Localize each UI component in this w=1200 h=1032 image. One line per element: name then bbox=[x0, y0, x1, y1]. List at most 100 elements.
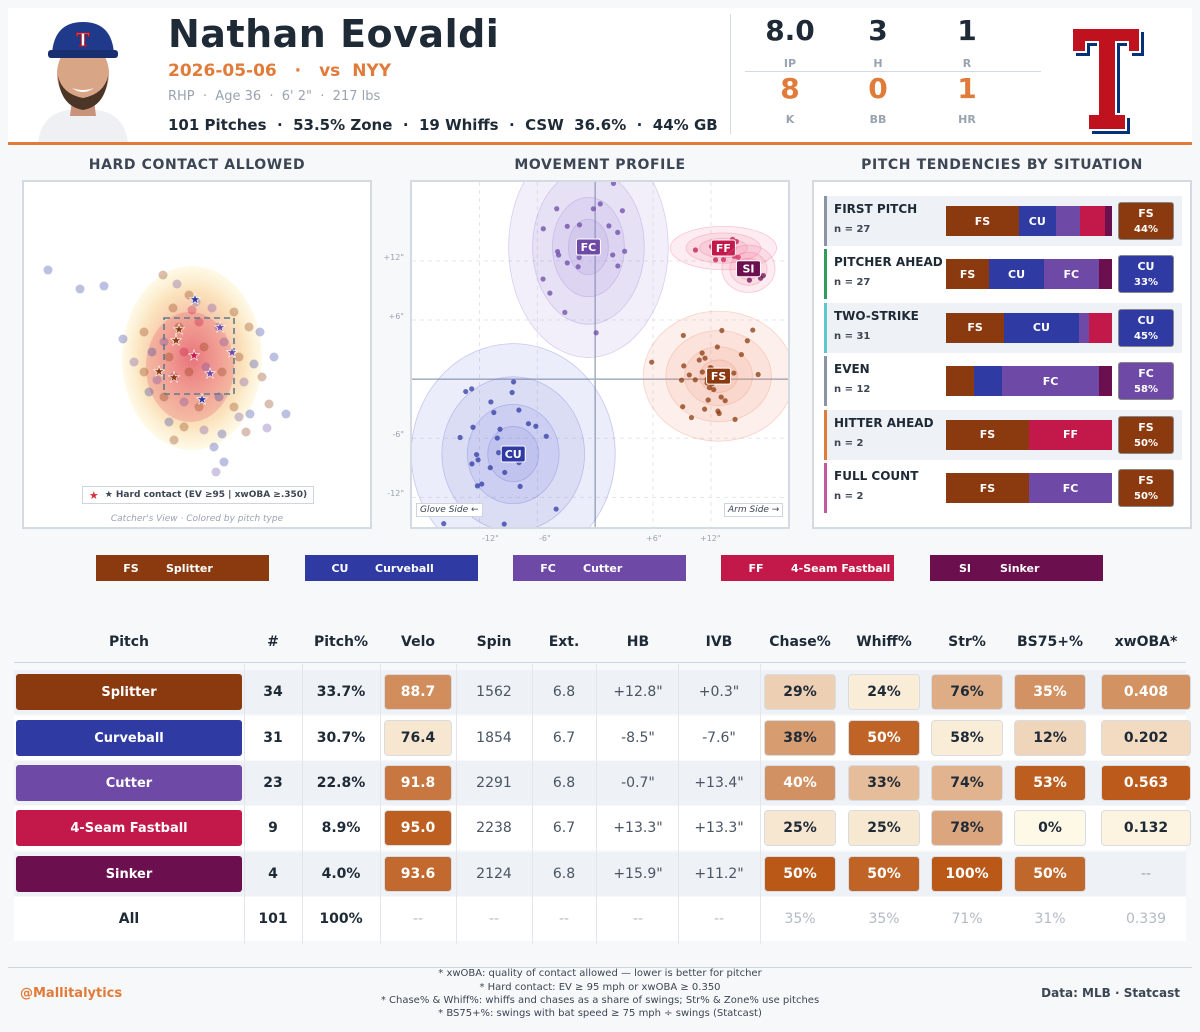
table-total-xwoba: 0.339 bbox=[1125, 911, 1167, 927]
mix-segment-fs: FS bbox=[946, 206, 1020, 236]
situation-label: EVEN bbox=[834, 362, 870, 377]
mix-segment-ff bbox=[1088, 312, 1112, 343]
legend-chip-fc: FC Cutter bbox=[513, 555, 686, 581]
pitch-location-dot bbox=[158, 270, 168, 280]
cluster-label: FF bbox=[716, 242, 731, 255]
situation-row: TWO-STRIKE n = 31 FS CU CU 45% bbox=[824, 302, 1182, 353]
top-pitch-badge: FS 50% bbox=[1118, 469, 1174, 507]
table-header-pct: Pitch% bbox=[313, 634, 369, 650]
table-total-chase: 35% bbox=[784, 911, 816, 927]
pitch-location-dot bbox=[129, 357, 139, 367]
movement-point bbox=[502, 469, 508, 476]
top-pitch-pct: 33% bbox=[1134, 277, 1158, 289]
movement-point bbox=[718, 394, 724, 400]
movement-point bbox=[496, 450, 502, 456]
stat-ip-value: 8.0 bbox=[765, 14, 815, 47]
table-header-str: Str% bbox=[948, 634, 986, 650]
table-cell-ivb: +11.2" bbox=[694, 866, 744, 882]
pitch-name-pill: 4-Seam Fastball bbox=[16, 810, 242, 846]
movement-point bbox=[590, 206, 597, 212]
situation-count: n = 2 bbox=[834, 437, 864, 449]
top-pitch-pct: 50% bbox=[1134, 491, 1158, 502]
movement-point bbox=[680, 332, 686, 339]
pitch-location-dot bbox=[241, 427, 251, 437]
pitch-location-dot bbox=[217, 429, 227, 439]
stat-bb-label: BB bbox=[869, 113, 887, 126]
pitch-location-dot bbox=[199, 425, 209, 435]
table-cell-str: 76% bbox=[931, 674, 1003, 710]
footer-source: Data: MLB · Statcast bbox=[1041, 986, 1180, 1000]
movement-point bbox=[441, 521, 447, 527]
top-pitch-code: FC bbox=[1138, 367, 1154, 381]
mix-segment-fs: FS bbox=[946, 419, 1029, 450]
table-header-ext: Ext. bbox=[548, 634, 580, 650]
pitch-location-dot bbox=[174, 322, 184, 332]
top-pitch-code: FS bbox=[1138, 207, 1154, 220]
pitch-location-dot bbox=[219, 337, 229, 347]
movement-point bbox=[606, 223, 612, 229]
table-header-pitch: Pitch bbox=[108, 634, 150, 650]
movement-y-ticks: +12" +6" -6" -12" bbox=[370, 180, 404, 529]
pitch-location-dot bbox=[255, 327, 265, 337]
mix-segment-fs bbox=[946, 366, 975, 397]
stat-h-label: H bbox=[873, 57, 883, 70]
table-total-count: 101 bbox=[258, 911, 288, 927]
footer-rule bbox=[8, 967, 1192, 968]
cluster-label-bg bbox=[735, 260, 761, 278]
header-divider bbox=[730, 14, 731, 134]
pitch-location-dot bbox=[179, 397, 189, 407]
pitch-location-dot bbox=[152, 375, 162, 385]
movement-point bbox=[553, 506, 559, 512]
movement-point bbox=[501, 521, 507, 527]
linescore-divider bbox=[745, 71, 1041, 72]
table-cell-str: 58% bbox=[931, 720, 1003, 756]
movement-point bbox=[457, 434, 463, 441]
situation-row: PITCHER AHEAD n = 27 FS CU FC CU 33% bbox=[824, 249, 1182, 300]
pitch-location-dot bbox=[164, 417, 174, 427]
pitch-location-dot bbox=[269, 352, 279, 362]
pitch-location-dot bbox=[211, 467, 221, 477]
pitch-location-dot bbox=[214, 322, 224, 332]
cluster-label-bg bbox=[575, 238, 601, 256]
table-header-bs: BS75+% bbox=[1017, 634, 1083, 650]
column-divider bbox=[596, 664, 597, 944]
arm-side-label: Arm Side → bbox=[724, 503, 784, 517]
footnote: * Hard contact: EV ≥ 95 mph or xwOBA ≥ 0… bbox=[479, 982, 721, 993]
pitch-location-dot bbox=[264, 399, 274, 409]
pitch-location-dot bbox=[249, 359, 259, 369]
table-total-velo: -- bbox=[412, 911, 424, 927]
mix-segment-fc: FC bbox=[1043, 259, 1099, 290]
situation-accent-stripe bbox=[824, 302, 827, 353]
pitch-location-dot bbox=[194, 402, 204, 412]
column-divider bbox=[244, 664, 245, 944]
table-header-ivb: IVB bbox=[705, 634, 733, 650]
stat-bb-value: 0 bbox=[868, 72, 888, 105]
pitch-location-dot bbox=[234, 412, 244, 422]
legend-name: 4-Seam Fastball bbox=[791, 561, 891, 575]
movement-point bbox=[678, 377, 685, 383]
cluster-label-bg bbox=[710, 239, 736, 257]
movement-point bbox=[610, 182, 617, 187]
movement-point bbox=[469, 461, 475, 467]
pitch-location-dot bbox=[262, 423, 272, 433]
table-cell-pct: 30.7% bbox=[316, 730, 366, 746]
table-cell-whiff: 50% bbox=[848, 720, 920, 756]
game-line: 2026-05-06 · vs NYY bbox=[168, 61, 391, 81]
pitch-location-dot bbox=[257, 372, 267, 382]
top-pitch-code: FS bbox=[1138, 474, 1154, 487]
situation-accent-stripe bbox=[824, 356, 827, 407]
table-header-chase: Chase% bbox=[769, 634, 831, 650]
movement-point bbox=[720, 257, 727, 263]
team-logo bbox=[1066, 18, 1146, 134]
pitch-location-dot bbox=[99, 281, 109, 291]
movement-point bbox=[716, 410, 722, 417]
hard-contact-star-icon: ★ bbox=[168, 370, 181, 386]
movement-point bbox=[746, 277, 753, 283]
table-cell-ivb: +13.3" bbox=[694, 820, 744, 836]
table-cell-pct: 8.9% bbox=[321, 820, 361, 836]
mix-segment-fc: FC bbox=[1029, 473, 1112, 503]
mix-segment-fs: FS bbox=[946, 259, 990, 290]
movement-panel: FS CU FC FF SI Glove Side ← Arm Side → bbox=[410, 180, 790, 529]
mix-segment-cu: CU bbox=[1004, 312, 1079, 343]
legend-name: Splitter bbox=[166, 561, 213, 575]
